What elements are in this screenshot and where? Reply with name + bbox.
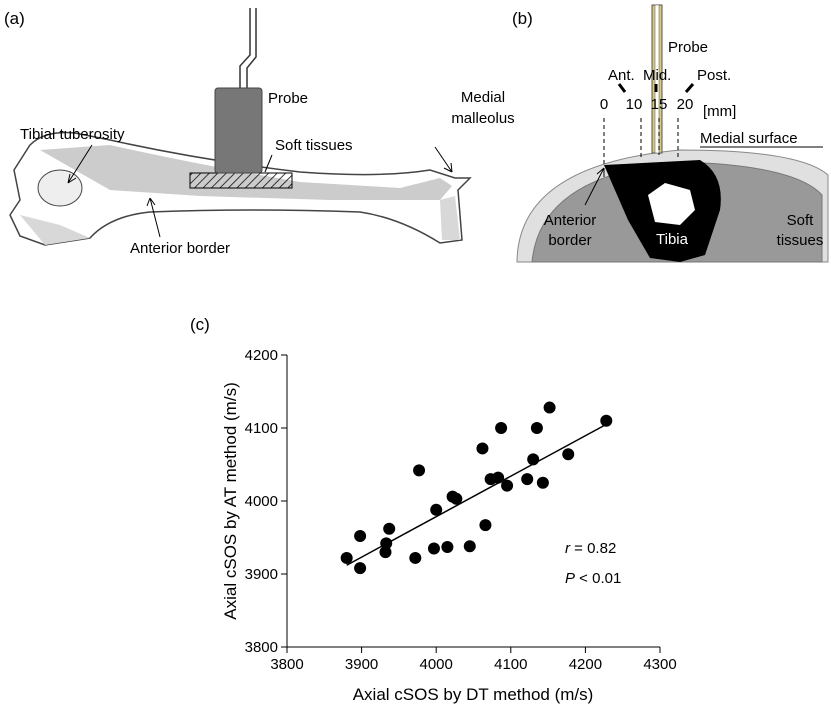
annotation-symbol: P (565, 570, 575, 587)
point (464, 540, 476, 552)
probe (215, 88, 262, 173)
point (383, 523, 395, 535)
panel-label: (a) (4, 9, 25, 28)
point (476, 442, 488, 454)
tuberosity (38, 170, 82, 206)
label: 10 (626, 96, 643, 113)
point (527, 453, 539, 465)
point (537, 477, 549, 489)
point (428, 542, 440, 554)
point (380, 537, 392, 549)
point (562, 448, 574, 460)
panel-label: (b) (512, 9, 533, 28)
label: Medial (461, 89, 505, 106)
panel-a: (a) Probe Soft tissues Medial malleolus … (4, 8, 515, 257)
label: 15 (651, 96, 668, 113)
annotation-text: < 0.01 (575, 570, 621, 587)
label: Tibial tuberosity (20, 126, 125, 143)
point (600, 415, 612, 427)
label: Probe (268, 90, 308, 107)
label: Post. (697, 67, 731, 84)
label: Medial surface (700, 130, 798, 147)
x-tick-label: 4200 (569, 656, 602, 673)
label: 0 (600, 96, 608, 113)
point (413, 464, 425, 476)
scatter-chart: (c) Axial cSOS by DT method (m/s) Axial … (190, 315, 677, 704)
point (354, 530, 366, 542)
point (479, 519, 491, 531)
point (341, 552, 353, 564)
point (430, 504, 442, 516)
x-tick-label: 4000 (420, 656, 453, 673)
label: tissues (777, 232, 824, 249)
label: Soft tissues (275, 137, 353, 154)
point (354, 562, 366, 574)
point (521, 473, 533, 485)
label: 20 (677, 96, 694, 113)
y-tick-label: 3800 (245, 639, 278, 656)
point (492, 472, 504, 484)
label: Soft (787, 212, 815, 229)
y-tick-label: 4000 (245, 493, 278, 510)
label: Mid. (643, 67, 671, 84)
soft-tissue-block (190, 173, 292, 188)
x-axis-label: Axial cSOS by DT method (m/s) (353, 685, 594, 704)
annotation-text: = 0.82 (570, 540, 616, 557)
annotation: r = 0.82 (565, 540, 616, 557)
label: [mm] (703, 103, 736, 120)
label: Anterior border (130, 240, 230, 257)
pointer (435, 147, 452, 172)
label: Anterior (544, 212, 597, 229)
x-tick-label: 4100 (494, 656, 527, 673)
label: Probe (668, 39, 708, 56)
y-tick-label: 4100 (245, 420, 278, 437)
label: Tibia (656, 231, 689, 248)
point (495, 422, 507, 434)
panel-b: (b) Probe Ant. Mid. Post. 0 10 15 20 [mm… (512, 5, 828, 262)
label: malleolus (451, 110, 514, 127)
point (544, 402, 556, 414)
y-tick-label: 3900 (245, 566, 278, 583)
annotation: P < 0.01 (565, 570, 621, 587)
label: Ant. (608, 67, 635, 84)
point (441, 541, 453, 553)
y-tick-label: 4200 (245, 347, 278, 364)
y-axis-label: Axial cSOS by AT method (m/s) (221, 382, 240, 619)
x-tick-label: 3800 (270, 656, 303, 673)
point (450, 493, 462, 505)
figure: (a) Probe Soft tissues Medial malleolus … (0, 0, 831, 707)
point (409, 552, 421, 564)
point (531, 422, 543, 434)
panel-label: (c) (190, 315, 210, 334)
x-tick-label: 3900 (345, 656, 378, 673)
point (501, 480, 513, 492)
label: border (548, 232, 591, 249)
probe-cable (240, 8, 256, 88)
direction-arrows (619, 84, 693, 92)
x-tick-label: 4300 (643, 656, 676, 673)
